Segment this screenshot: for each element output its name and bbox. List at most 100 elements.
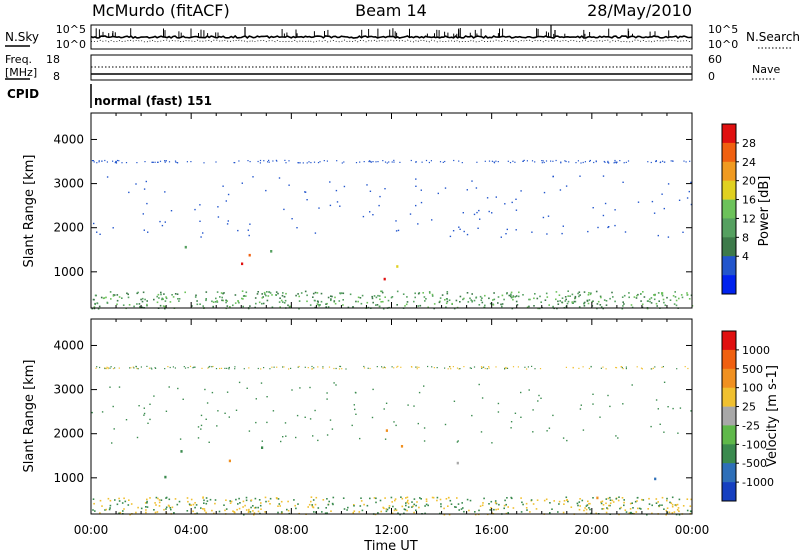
velocity-cell — [260, 508, 262, 510]
station-title: McMurdo (fitACF) — [92, 1, 230, 20]
power-cell — [510, 295, 512, 298]
velocity-cell — [215, 368, 218, 370]
power-cell — [515, 295, 518, 297]
velocity-cell — [252, 510, 254, 512]
velocity-cell — [537, 400, 539, 402]
power-cell — [574, 295, 577, 298]
velocity-cell — [572, 367, 574, 369]
power-cell — [242, 305, 244, 308]
velocity-cell — [174, 498, 177, 500]
power-cell — [483, 306, 486, 309]
power-cell — [615, 162, 617, 164]
power-cell — [265, 294, 267, 297]
power-cell — [574, 300, 577, 303]
velocity-cell — [193, 366, 195, 368]
velocity-cell — [667, 406, 669, 408]
velocity-cell — [245, 499, 248, 502]
velocity-cell — [311, 504, 313, 506]
velocity-cell — [176, 503, 179, 506]
velocity-cell — [628, 512, 631, 514]
velocity-cell — [463, 510, 465, 513]
velocity-cell — [287, 500, 289, 503]
power-cell — [641, 306, 644, 309]
velocity-cell — [659, 423, 661, 425]
velocity-cell — [313, 511, 315, 513]
power-cell — [636, 294, 638, 297]
power-cell — [159, 220, 161, 223]
power-heatmap-cells — [91, 159, 694, 310]
velocity-cell — [447, 496, 450, 499]
power-cell — [579, 294, 581, 296]
power-cell — [288, 160, 290, 162]
power-cell — [429, 292, 431, 294]
power-cell — [506, 292, 508, 295]
velocity-cell — [168, 498, 171, 501]
power-cell — [393, 161, 395, 163]
power-cell — [212, 305, 214, 308]
power-cell — [453, 159, 455, 162]
velocity-cell — [277, 505, 279, 507]
power-cell — [512, 296, 514, 298]
cpid-value: normal (fast) 151 — [94, 94, 212, 108]
velocity-cell — [682, 505, 685, 507]
velocity-cell — [677, 432, 679, 434]
power-cell — [268, 291, 271, 293]
power-cell — [545, 160, 548, 162]
velocity-cell — [456, 497, 458, 499]
velocity-cell — [494, 500, 497, 502]
velocity-cell — [206, 500, 209, 502]
velocity-cell — [661, 496, 664, 499]
power-cell — [628, 296, 630, 299]
velocity-cell — [579, 505, 581, 507]
power-cell — [125, 162, 128, 164]
power-cell — [127, 293, 129, 296]
velocity-cell — [636, 366, 638, 368]
freq-left-label-1: Freq. — [5, 53, 32, 66]
power-cell — [446, 298, 448, 300]
velocity-cell — [520, 416, 522, 418]
power-cell — [557, 300, 559, 303]
velocity-cell — [354, 408, 356, 411]
velocity-cell — [605, 502, 607, 505]
power-cell — [575, 162, 577, 164]
power-cell — [142, 213, 144, 215]
velocity-cell — [283, 366, 285, 368]
velocity-cell — [129, 367, 131, 369]
velocity-cell — [266, 421, 268, 424]
velocity-cell — [405, 502, 407, 504]
power-cell — [103, 297, 106, 299]
power-cell — [561, 232, 563, 235]
power-cell — [458, 160, 460, 162]
velocity-cell — [335, 384, 337, 386]
velocity-cell — [384, 438, 387, 440]
power-cell — [663, 207, 665, 210]
power-cell — [289, 305, 291, 308]
power-cell — [469, 297, 471, 300]
velocity-cell — [567, 500, 569, 503]
velocity-cell — [257, 506, 259, 509]
velocity-cell — [385, 402, 388, 404]
velocity-cell — [375, 501, 377, 504]
power-cell — [338, 300, 341, 302]
velocity-cell — [188, 503, 191, 506]
velocity-cell — [105, 368, 107, 370]
power-cell — [323, 160, 325, 162]
power-cell — [369, 190, 372, 192]
power-cell — [424, 300, 426, 302]
velocity-cell — [654, 477, 657, 481]
velocity-colorbar-tick: -500 — [742, 457, 767, 470]
power-cell — [417, 292, 420, 295]
power-cell — [439, 297, 442, 299]
velocity-cell — [635, 511, 638, 513]
velocity-cell — [233, 511, 235, 513]
power-cell — [316, 303, 319, 305]
power-cell — [415, 185, 417, 187]
velocity-cell — [99, 366, 101, 369]
power-cell — [641, 303, 644, 306]
velocity-cell — [617, 437, 619, 439]
power-cell — [283, 296, 286, 298]
velocity-cell — [376, 366, 378, 368]
velocity-cell — [494, 502, 497, 504]
power-cell — [414, 292, 416, 295]
power-cell — [138, 303, 141, 305]
